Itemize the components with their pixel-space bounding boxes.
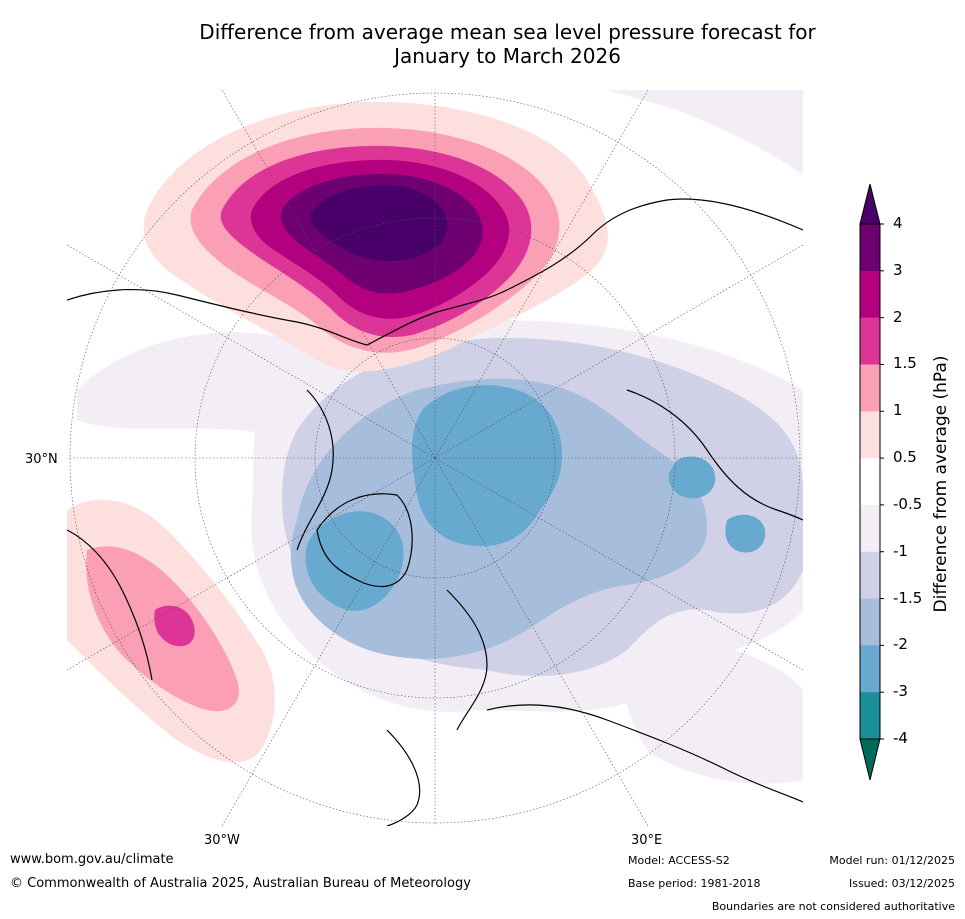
anomaly-minus-2	[412, 385, 562, 547]
footer-website[interactable]: www.bom.gov.au/climate	[10, 852, 174, 867]
footer-disclaimer: Boundaries are not considered authoritat…	[711, 900, 955, 913]
pressure-anomaly-map	[67, 90, 803, 826]
greenland-outline	[316, 493, 413, 588]
colorbar-label: Difference from average (hPa)	[931, 355, 951, 613]
colorbar-tick-label: -1	[893, 541, 908, 560]
graticule	[67, 90, 803, 826]
colorbar-bin	[860, 645, 880, 693]
colorbar-tick-label: 4	[893, 214, 903, 232]
alaska-coast	[67, 288, 368, 346]
graticule-label-30n: 30°N	[25, 452, 58, 467]
colorbar-bin	[860, 224, 880, 272]
colorbar-bin	[860, 317, 880, 365]
colorbar-frame	[859, 223, 881, 740]
colorbar-tick-label: -1.5	[893, 588, 923, 607]
colorbar-bin	[860, 458, 880, 506]
colorbar-bin	[860, 598, 880, 646]
colorbar-tick-label: 0.5	[893, 448, 917, 467]
colorbar	[859, 183, 884, 781]
anomaly-plus-4	[310, 185, 448, 262]
footer-base-period: Base period: 1981-2018	[628, 877, 761, 890]
title-line-1: Difference from average mean sea level p…	[199, 20, 816, 44]
graticule-label-30e: 30°E	[631, 833, 663, 848]
colorbar-extend-top	[859, 183, 881, 225]
footer-copyright: © Commonwealth of Australia 2025, Austra…	[10, 876, 471, 891]
footer-model: Model: ACCESS-S2	[628, 854, 730, 867]
colorbar-bin	[860, 270, 880, 319]
colorbar-bin	[860, 692, 880, 740]
canada-arctic-coast	[296, 389, 334, 551]
na-west-coast	[67, 529, 153, 681]
title-line-2: January to March 2026	[394, 44, 621, 68]
footer-model-run: Model run: 01/12/2025	[829, 854, 955, 867]
colorbar-extend-bottom	[859, 738, 881, 781]
colorbar-tick-label: 1	[893, 401, 903, 420]
colorbar-tick-label: -3	[893, 682, 908, 701]
colorbar-tick-label: -4	[893, 729, 908, 747]
anomaly-minus-2-asia	[668, 456, 716, 499]
anomaly-plus-1-5-sw	[154, 605, 195, 647]
siberia-coast	[366, 198, 803, 346]
colorbar-tick-label: 2	[893, 307, 903, 326]
eurasia-south-coast	[486, 704, 803, 803]
anomaly-lavender-east	[607, 90, 803, 175]
colorbar-tick-label: -0.5	[893, 494, 923, 513]
graticule-label-30w: 30°W	[204, 833, 240, 848]
coastlines	[67, 198, 803, 826]
scandinavia-coast	[446, 589, 488, 731]
colorbar-tick-label: 3	[893, 260, 903, 279]
colorbar-bin	[860, 364, 880, 412]
russia-north-coast	[626, 389, 803, 521]
chart-title: Difference from average mean sea level p…	[110, 20, 905, 68]
colorbar-tick-label: 1.5	[893, 354, 917, 373]
colorbar-tick-label: -2	[893, 635, 908, 654]
colorbar-bin	[860, 551, 880, 600]
anomaly-minus-2-east	[725, 514, 766, 553]
colorbar-bin	[860, 411, 880, 459]
footer-issued: Issued: 03/12/2025	[848, 877, 955, 890]
colorbar-bin	[860, 504, 880, 553]
